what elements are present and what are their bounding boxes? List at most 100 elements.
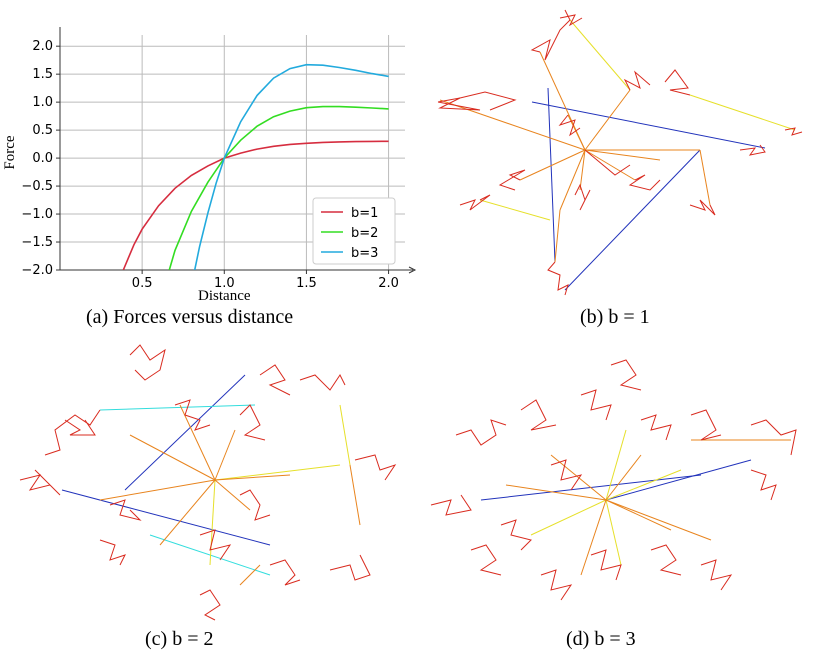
legend-label: b=2 — [351, 226, 378, 241]
edge-cluster — [650, 544, 682, 576]
edge — [547, 87, 556, 263]
edge-cluster — [590, 549, 622, 581]
edge — [567, 114, 586, 151]
edge — [584, 89, 631, 151]
series-line-b=1 — [122, 140, 389, 270]
edge — [214, 474, 291, 481]
edge — [605, 454, 642, 501]
edge-cluster — [689, 199, 716, 216]
edge — [579, 149, 586, 191]
edge — [689, 94, 796, 131]
edge — [605, 469, 682, 501]
force-chart: 0.5 1.0 1.5 2.0 −2.0 −1.5 −1.0 −0.5 0.0 0.5 1.0 1.5… — [2, 27, 417, 304]
force-chart-panel: 0.5 1.0 1.5 2.0 −2.0 −1.5 −1.0 −0.5 0.0 0.5 1.0 1.5… — [0, 0, 420, 310]
x-axis-arrow — [408, 266, 417, 274]
edge-cluster — [199, 529, 232, 561]
edge-cluster — [19, 469, 61, 496]
y-tick-label: −2.0 — [21, 263, 53, 278]
edge-cluster — [299, 374, 346, 391]
edge-cluster — [459, 91, 517, 111]
graph-b2 — [19, 344, 397, 621]
edge — [439, 99, 586, 151]
edge-cluster — [430, 494, 472, 516]
x-tick-label: 0.5 — [132, 276, 153, 291]
edge — [339, 404, 351, 466]
edge — [605, 499, 672, 531]
edge — [550, 454, 607, 501]
edge — [605, 429, 627, 501]
edge-cluster — [580, 389, 612, 421]
edge-cluster — [530, 9, 571, 61]
edge-cluster — [500, 519, 532, 551]
edge — [531, 101, 766, 149]
caption-c: (c) b = 2 — [145, 628, 214, 650]
caption-d: (d) b = 3 — [566, 628, 636, 650]
edge-cluster — [584, 149, 631, 176]
x-tick-label: 1.5 — [296, 276, 317, 291]
caption-b: (b) b = 1 — [580, 306, 650, 328]
edge-cluster — [199, 589, 221, 621]
edge-cluster — [750, 419, 797, 456]
graph-b2-panel — [0, 335, 411, 630]
edge-cluster — [129, 344, 166, 381]
edge — [99, 404, 256, 411]
legend — [312, 197, 396, 265]
x-tick-label: 1.0 — [214, 276, 235, 291]
edge-cluster — [547, 261, 569, 296]
edge — [505, 484, 607, 501]
edge — [559, 149, 586, 211]
edge-cluster — [610, 359, 642, 391]
edge-cluster — [628, 174, 661, 191]
edge-cluster — [269, 559, 301, 586]
edge — [149, 534, 271, 576]
edge — [605, 499, 622, 566]
y-tick-label: 0.0 — [32, 151, 53, 166]
edge — [519, 149, 586, 181]
edge — [124, 374, 246, 491]
edge-cluster — [784, 127, 803, 136]
edge — [179, 404, 216, 481]
y-tick-label: −1.0 — [21, 207, 53, 222]
edge — [209, 479, 216, 566]
y-tick-label: −0.5 — [21, 179, 53, 194]
edge — [349, 464, 361, 526]
edge-cluster — [664, 69, 691, 96]
graph-b3-panel — [411, 335, 822, 630]
edge-cluster — [459, 194, 491, 211]
edge — [129, 434, 216, 481]
edge — [605, 459, 752, 501]
edge — [239, 564, 261, 586]
edge — [214, 429, 236, 481]
y-tick-label: 1.0 — [32, 95, 53, 110]
edge-cluster — [239, 404, 266, 441]
edge — [554, 209, 561, 263]
edge-cluster — [64, 419, 96, 436]
edge-cluster — [574, 183, 591, 211]
series-line-b=3 — [193, 63, 389, 270]
edge-cluster — [558, 114, 581, 137]
edge-cluster — [455, 419, 507, 446]
edge-cluster — [437, 97, 481, 111]
series-line-b=2 — [168, 105, 389, 270]
edge-cluster — [99, 539, 126, 566]
edge-cluster — [559, 14, 583, 27]
x-tick-label: 2.0 — [378, 276, 399, 291]
y-axis-label: Force — [2, 135, 18, 169]
edge — [584, 149, 661, 161]
y-tick-label: 2.0 — [32, 39, 53, 54]
x-axis-label: Distance — [198, 288, 251, 304]
edge-cluster — [109, 499, 142, 521]
edge — [61, 489, 271, 546]
edge-cluster — [700, 559, 733, 591]
y-tick-label: 1.5 — [32, 67, 53, 82]
edge — [479, 199, 551, 221]
edge-cluster — [750, 469, 777, 501]
edge-cluster — [470, 544, 502, 576]
edge-cluster — [44, 409, 101, 456]
edge-cluster — [498, 169, 526, 191]
edge — [214, 464, 341, 481]
legend-label: b=1 — [351, 206, 378, 221]
edge — [569, 19, 631, 91]
edge-cluster — [640, 414, 672, 441]
edge-cluster — [690, 409, 722, 441]
